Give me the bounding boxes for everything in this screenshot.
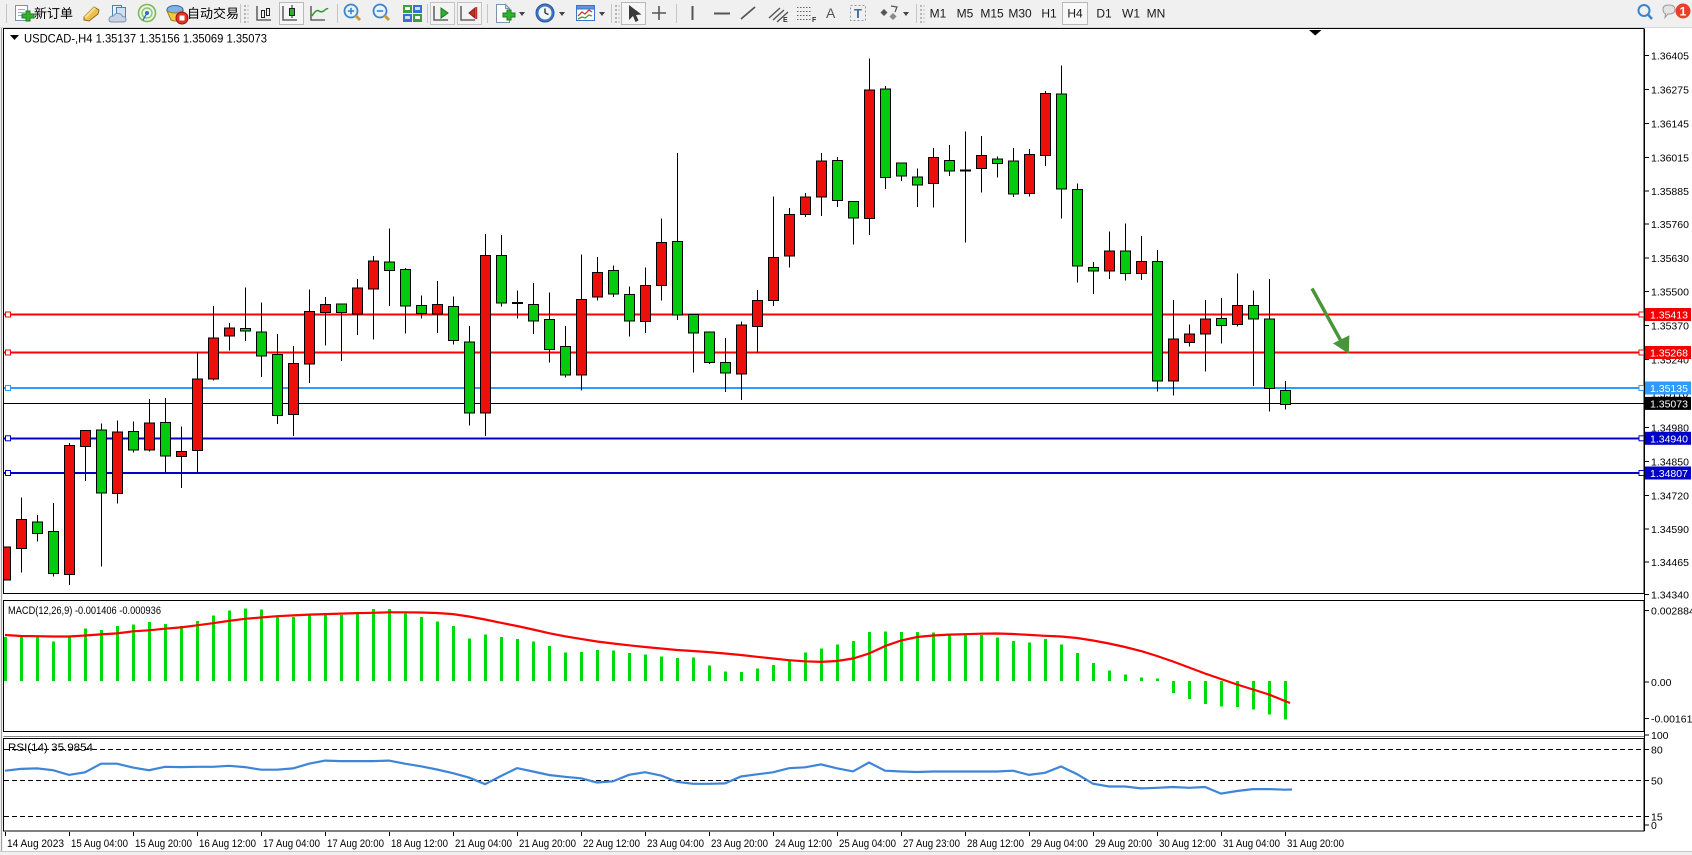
svg-text:1.34807: 1.34807 — [1650, 468, 1688, 480]
svg-text:D1: D1 — [1096, 7, 1112, 21]
svg-text:24 Aug 12:00: 24 Aug 12:00 — [775, 838, 832, 850]
svg-text:H1: H1 — [1041, 7, 1057, 21]
svg-text:15 Aug 04:00: 15 Aug 04:00 — [71, 838, 128, 850]
svg-text:1.35630: 1.35630 — [1651, 253, 1689, 265]
svg-text:16 Aug 12:00: 16 Aug 12:00 — [199, 838, 256, 850]
svg-text:1.35760: 1.35760 — [1651, 219, 1689, 231]
svg-text:MN: MN — [1147, 7, 1166, 21]
svg-text:1.36145: 1.36145 — [1651, 118, 1689, 130]
svg-text:1.36275: 1.36275 — [1651, 84, 1689, 96]
svg-text:100: 100 — [1651, 730, 1669, 742]
svg-text:1.34465: 1.34465 — [1651, 557, 1689, 569]
svg-text:28 Aug 12:00: 28 Aug 12:00 — [967, 838, 1024, 850]
svg-text:1.35885: 1.35885 — [1651, 186, 1689, 198]
svg-text:RSI(14) 35.9854: RSI(14) 35.9854 — [8, 742, 93, 754]
svg-text:29 Aug 20:00: 29 Aug 20:00 — [1095, 838, 1152, 850]
svg-text:1.35073: 1.35073 — [1650, 398, 1688, 410]
svg-text:1.34590: 1.34590 — [1651, 524, 1689, 536]
svg-text:E: E — [783, 17, 788, 24]
svg-text:F: F — [812, 17, 817, 24]
svg-text:1.35370: 1.35370 — [1651, 321, 1689, 333]
svg-text:W1: W1 — [1122, 7, 1140, 21]
svg-text:M15: M15 — [980, 7, 1004, 21]
svg-text:1.34940: 1.34940 — [1650, 433, 1688, 445]
svg-text:17 Aug 20:00: 17 Aug 20:00 — [327, 838, 384, 850]
svg-text:1.36405: 1.36405 — [1651, 51, 1689, 63]
svg-text:15: 15 — [1651, 812, 1663, 824]
svg-text:15 Aug 20:00: 15 Aug 20:00 — [135, 838, 192, 850]
svg-text:USDCAD-,H4 1.35137 1.35156 1.: USDCAD-,H4 1.35137 1.35156 1.35069 1.350… — [24, 33, 267, 46]
svg-text:0: 0 — [1651, 820, 1657, 832]
svg-text:1.35500: 1.35500 — [1651, 287, 1689, 299]
svg-text:50: 50 — [1651, 776, 1663, 788]
svg-text:M5: M5 — [957, 7, 974, 21]
svg-text:21 Aug 20:00: 21 Aug 20:00 — [519, 838, 576, 850]
svg-text:21 Aug 04:00: 21 Aug 04:00 — [455, 838, 512, 850]
svg-text:1.36015: 1.36015 — [1651, 152, 1689, 164]
svg-text:31 Aug 20:00: 31 Aug 20:00 — [1287, 838, 1344, 850]
svg-text:M30: M30 — [1008, 7, 1032, 21]
svg-text:1: 1 — [1680, 5, 1687, 19]
svg-text:A: A — [826, 5, 836, 21]
svg-text:22 Aug 12:00: 22 Aug 12:00 — [583, 838, 640, 850]
svg-text:23 Aug 04:00: 23 Aug 04:00 — [647, 838, 704, 850]
svg-text:0.002884: 0.002884 — [1651, 605, 1692, 617]
svg-text:T: T — [854, 6, 862, 21]
svg-text:25 Aug 04:00: 25 Aug 04:00 — [839, 838, 896, 850]
svg-text:1.34340: 1.34340 — [1651, 590, 1689, 602]
svg-text:18 Aug 12:00: 18 Aug 12:00 — [391, 838, 448, 850]
svg-text:1.35135: 1.35135 — [1650, 383, 1688, 395]
svg-text:80: 80 — [1651, 745, 1663, 757]
svg-text:23 Aug 20:00: 23 Aug 20:00 — [711, 838, 768, 850]
svg-text:14 Aug 2023: 14 Aug 2023 — [7, 838, 64, 850]
svg-text:1.34720: 1.34720 — [1651, 490, 1689, 502]
svg-text:31 Aug 04:00: 31 Aug 04:00 — [1223, 838, 1280, 850]
svg-text:1.34850: 1.34850 — [1651, 456, 1689, 468]
svg-text:29 Aug 04:00: 29 Aug 04:00 — [1031, 838, 1088, 850]
svg-text:0.00: 0.00 — [1651, 677, 1672, 689]
svg-text:MACD(12,26,9) -0.001406 -0.000: MACD(12,26,9) -0.001406 -0.000936 — [8, 605, 161, 617]
svg-text:-0.00161: -0.00161 — [1651, 714, 1692, 726]
svg-text:M1: M1 — [930, 7, 947, 21]
svg-text:1.34980: 1.34980 — [1651, 423, 1689, 435]
svg-text:1.35268: 1.35268 — [1650, 348, 1688, 360]
svg-text:27 Aug 23:00: 27 Aug 23:00 — [903, 838, 960, 850]
svg-text:30 Aug 12:00: 30 Aug 12:00 — [1159, 838, 1216, 850]
svg-text:1.35413: 1.35413 — [1650, 310, 1688, 322]
svg-text:H4: H4 — [1067, 7, 1083, 21]
svg-text:17 Aug 04:00: 17 Aug 04:00 — [263, 838, 320, 850]
